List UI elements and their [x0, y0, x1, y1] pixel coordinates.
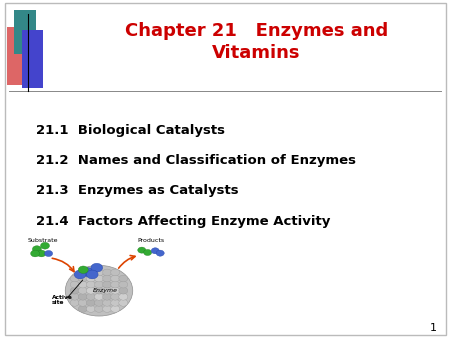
Circle shape	[151, 248, 159, 254]
Circle shape	[119, 293, 128, 300]
Text: 21.4  Factors Affecting Enzyme Activity: 21.4 Factors Affecting Enzyme Activity	[36, 215, 330, 228]
Circle shape	[119, 287, 128, 294]
Circle shape	[119, 299, 128, 306]
Circle shape	[78, 293, 87, 300]
Text: 21.3  Enzymes as Catalysts: 21.3 Enzymes as Catalysts	[36, 185, 238, 197]
Circle shape	[111, 299, 120, 306]
Circle shape	[94, 275, 104, 282]
Text: 1: 1	[429, 323, 436, 333]
Text: 21.2  Names and Classification of Enzymes: 21.2 Names and Classification of Enzymes	[36, 154, 356, 167]
Circle shape	[70, 281, 79, 288]
Circle shape	[86, 293, 95, 300]
Circle shape	[94, 281, 104, 288]
Circle shape	[70, 293, 79, 300]
Circle shape	[91, 263, 103, 272]
Circle shape	[86, 275, 95, 282]
Circle shape	[94, 287, 104, 294]
Circle shape	[86, 270, 98, 279]
Circle shape	[31, 250, 40, 257]
Text: 21.1  Biological Catalysts: 21.1 Biological Catalysts	[36, 124, 225, 137]
Circle shape	[138, 247, 146, 253]
Circle shape	[78, 275, 87, 282]
Circle shape	[111, 281, 120, 288]
Text: Enzyme: Enzyme	[93, 288, 118, 293]
Circle shape	[111, 275, 120, 282]
Circle shape	[103, 275, 112, 282]
Text: Products: Products	[137, 238, 164, 243]
Circle shape	[78, 306, 87, 312]
Circle shape	[103, 287, 112, 294]
Circle shape	[94, 299, 104, 306]
Circle shape	[103, 299, 112, 306]
Bar	[14, 10, 36, 54]
Text: Active
site: Active site	[52, 295, 72, 305]
Circle shape	[86, 269, 95, 276]
Circle shape	[144, 249, 152, 256]
Circle shape	[78, 299, 87, 306]
Circle shape	[86, 281, 95, 288]
FancyArrowPatch shape	[119, 256, 135, 268]
Circle shape	[65, 265, 133, 316]
Circle shape	[78, 287, 87, 294]
Circle shape	[74, 270, 86, 279]
Circle shape	[94, 269, 104, 276]
Circle shape	[111, 269, 120, 276]
Circle shape	[70, 275, 79, 282]
Text: Substrate: Substrate	[27, 238, 58, 243]
Circle shape	[40, 242, 50, 249]
Circle shape	[94, 293, 104, 300]
Circle shape	[103, 293, 112, 300]
Circle shape	[86, 287, 95, 294]
Circle shape	[32, 246, 41, 252]
Circle shape	[103, 269, 112, 276]
Circle shape	[111, 306, 120, 312]
Circle shape	[156, 250, 164, 256]
Circle shape	[111, 287, 120, 294]
Bar	[7, 27, 29, 84]
Circle shape	[82, 268, 94, 276]
Circle shape	[70, 287, 79, 294]
Bar	[22, 30, 43, 88]
Circle shape	[78, 269, 87, 276]
Circle shape	[111, 293, 120, 300]
Circle shape	[94, 306, 104, 312]
Circle shape	[103, 306, 112, 312]
Circle shape	[78, 266, 88, 273]
Circle shape	[119, 275, 128, 282]
Text: Chapter 21   Enzymes and
Vitamins: Chapter 21 Enzymes and Vitamins	[125, 23, 388, 62]
Circle shape	[45, 250, 53, 257]
Circle shape	[119, 281, 128, 288]
Circle shape	[103, 281, 112, 288]
Circle shape	[37, 250, 46, 257]
Circle shape	[86, 306, 95, 312]
Circle shape	[78, 281, 87, 288]
FancyArrowPatch shape	[52, 258, 74, 271]
Circle shape	[70, 299, 79, 306]
Circle shape	[86, 299, 95, 306]
